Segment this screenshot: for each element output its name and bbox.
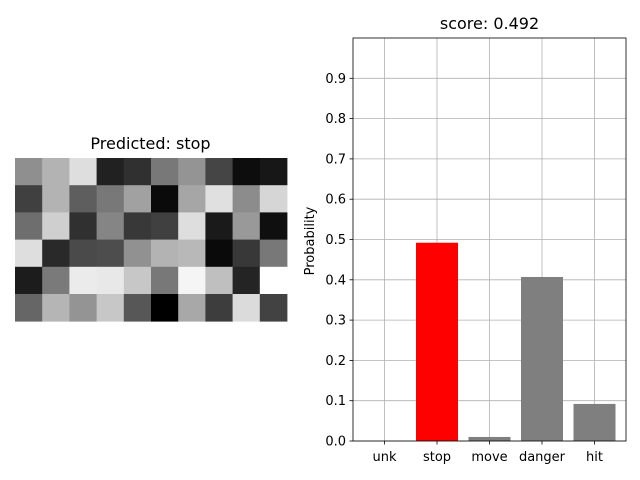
- y-axis-label: Probability: [303, 206, 318, 275]
- heatmap-cell-r0-c2: [69, 158, 97, 186]
- heatmap-cell-r2-c4: [123, 212, 152, 240]
- axes: 0.0 0.1 0.2 0.3 0.4 0.5 0.6 0.7 0.8 0.9 unk stop mov…: [325, 37, 627, 465]
- y-tick-label: 0.4: [325, 273, 346, 288]
- y-tick-label: 0.8: [325, 112, 346, 127]
- bars: [416, 242, 616, 441]
- heatmap-cell-r1-c5: [151, 185, 179, 213]
- heatmap-cell-r3-c8: [232, 239, 261, 268]
- heatmap-cell-r3-c4: [123, 239, 152, 268]
- bar-stop: [416, 242, 458, 441]
- x-tick-label-danger: danger: [519, 450, 566, 465]
- y-tick-label: 0.5: [325, 233, 346, 248]
- heatmap-cell-r2-c0: [15, 212, 43, 240]
- y-tick-label: 0.9: [325, 72, 346, 87]
- heatmap-cell-r3-c6: [178, 239, 206, 268]
- heatmap-cell-r2-c5: [151, 212, 179, 240]
- heatmap-cell-r3-c9: [259, 239, 288, 268]
- heatmap-cell-r3-c1: [42, 239, 70, 268]
- heatmap-cell-r0-c9: [259, 158, 288, 186]
- x-tick-label-stop: stop: [423, 450, 451, 465]
- heatmap-cell-r1-c4: [123, 185, 152, 213]
- heatmap-cell-r2-c2: [69, 212, 97, 240]
- y-tick-label: 0.6: [325, 193, 346, 208]
- heatmap-cell-r5-c0: [15, 294, 43, 322]
- bar-hit: [573, 403, 616, 441]
- heatmap-cell-r5-c8: [232, 294, 261, 322]
- heatmap-cell-r4-c4: [123, 266, 152, 295]
- heatmap-cell-r0-c6: [178, 158, 206, 186]
- x-tick-label-move: move: [471, 450, 507, 465]
- y-tick-label: 0.1: [325, 394, 346, 409]
- heatmap-cell-r4-c7: [205, 266, 233, 295]
- bar-danger: [521, 276, 563, 441]
- heatmap-cell-r5-c1: [42, 294, 70, 322]
- heatmap-cell-r2-c1: [42, 212, 70, 240]
- y-tick-label: 0.3: [325, 314, 346, 329]
- heatmap-cell-r5-c6: [178, 294, 206, 322]
- y-tick-label: 0.0: [325, 435, 346, 450]
- heatmap-title: Predicted: stop: [90, 134, 210, 153]
- heatmap-cell-r0-c0: [15, 158, 43, 186]
- heatmap-cell-r4-c6: [178, 266, 206, 295]
- heatmap-cell-r3-c5: [151, 239, 179, 268]
- heatmap-cell-r0-c3: [96, 158, 125, 186]
- heatmap-cell-r0-c4: [123, 158, 152, 186]
- heatmap-cell-r5-c9: [259, 294, 288, 322]
- heatmap-cell-r2-c6: [178, 212, 206, 240]
- heatmap-cells: [15, 158, 288, 322]
- heatmap-cell-r2-c9: [259, 212, 288, 240]
- heatmap-cell-r1-c2: [69, 185, 97, 213]
- heatmap-cell-r4-c2: [69, 266, 97, 295]
- heatmap-cell-r5-c3: [96, 294, 125, 322]
- heatmap-cell-r2-c8: [232, 212, 261, 240]
- heatmap-cell-r3-c2: [69, 239, 97, 268]
- heatmap-cell-r4-c3: [96, 266, 125, 295]
- heatmap-cell-r2-c3: [96, 212, 125, 240]
- heatmap-cell-r3-c7: [205, 239, 233, 268]
- bar-chart-title: score: 0.492: [440, 14, 539, 33]
- bar-move: [468, 436, 511, 441]
- heatmap-cell-r4-c1: [42, 266, 70, 295]
- heatmap-cell-r0-c7: [205, 158, 233, 186]
- heatmap-cell-r0-c5: [151, 158, 179, 186]
- heatmap-cell-r1-c9: [259, 185, 288, 213]
- y-tick-label: 0.7: [325, 152, 346, 167]
- heatmap-cell-r5-c7: [205, 294, 233, 322]
- heatmap-cell-r1-c6: [178, 185, 206, 213]
- bar-panel: score: 0.492 0.0 0.1 0.2 0.3 0.4 0.5 0.6 0.7 0.8…: [303, 14, 627, 465]
- heatmap-cell-r1-c3: [96, 185, 125, 213]
- plot-frame: [352, 37, 627, 442]
- heatmap-cell-r1-c1: [42, 185, 70, 213]
- heatmap-cell-r0-c8: [232, 158, 261, 186]
- heatmap-cell-r4-c0: [15, 266, 43, 295]
- x-tick-label-hit: hit: [586, 450, 603, 465]
- grid-lines: [353, 38, 626, 442]
- heatmap-cell-r1-c7: [205, 185, 233, 213]
- heatmap-cell-r5-c4: [123, 294, 152, 322]
- x-tick-label-unk: unk: [372, 450, 396, 465]
- heatmap-cell-r5-c5: [151, 294, 179, 322]
- heatmap-cell-r1-c8: [232, 185, 261, 213]
- heatmap-cell-r3-c3: [96, 239, 125, 268]
- heatmap-cell-r0-c1: [42, 158, 70, 186]
- heatmap-cell-r1-c0: [15, 185, 43, 213]
- heatmap-cell-r2-c7: [205, 212, 233, 240]
- heatmap-cell-r5-c2: [69, 294, 97, 322]
- heatmap-cell-r3-c0: [15, 239, 43, 268]
- heatmap-cell-r4-c9: [259, 266, 288, 295]
- heatmap-cell-r4-c8: [232, 266, 261, 295]
- y-tick-label: 0.2: [325, 354, 346, 369]
- heatmap-cell-r4-c5: [151, 266, 179, 295]
- heatmap-panel: Predicted: stop: [15, 134, 288, 322]
